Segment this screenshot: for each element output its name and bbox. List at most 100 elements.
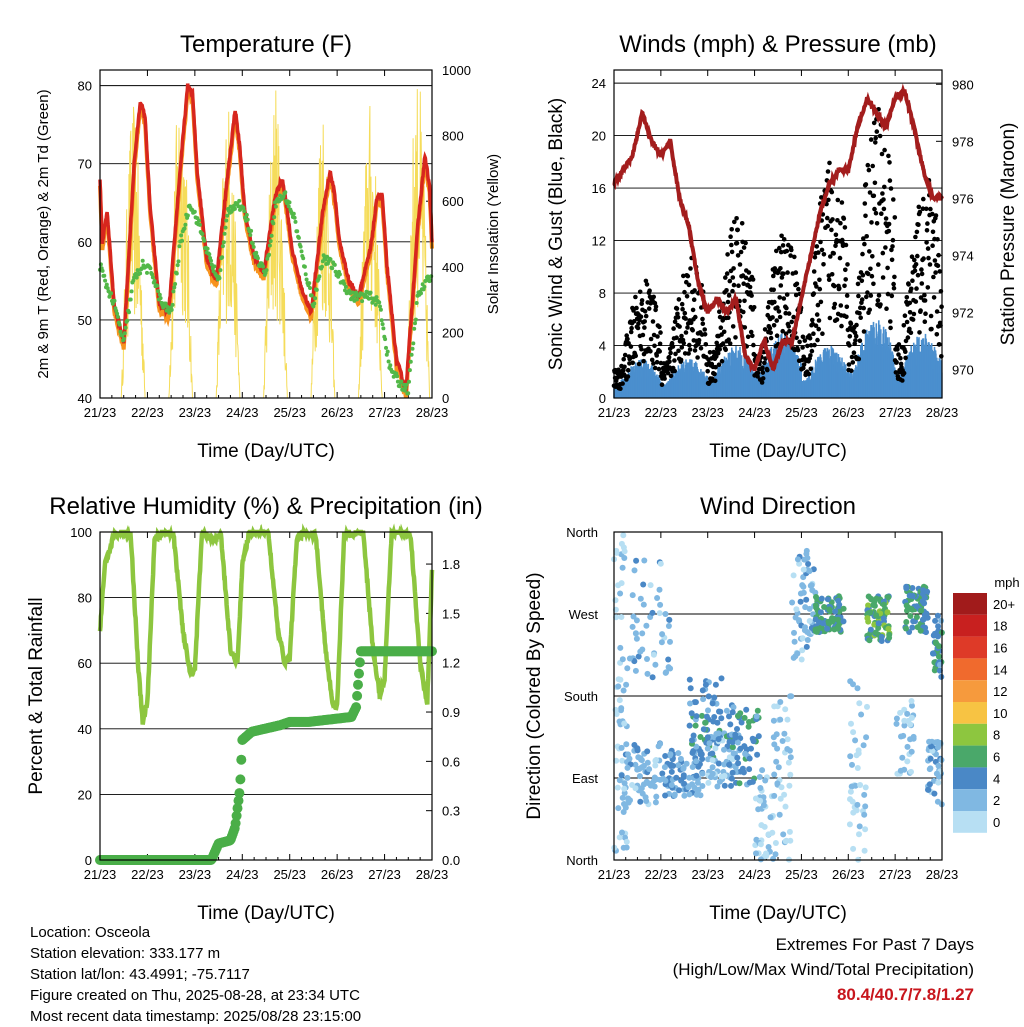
gust-point (885, 291, 891, 297)
y2-tick-label-solar: 0 (442, 391, 449, 406)
gust-points (611, 107, 944, 392)
gust-point (873, 135, 878, 141)
dewpoint-point (298, 244, 303, 249)
y2-tick-label-solar: 600 (442, 194, 464, 209)
gust-point (636, 361, 642, 367)
gust-point (870, 163, 875, 169)
direction-point (908, 748, 915, 755)
dewpoint-point (272, 215, 277, 220)
y2-tick-label-pressure: 978 (952, 134, 974, 149)
direction-point (620, 532, 627, 539)
gust-point (654, 359, 660, 365)
direction-point (665, 656, 672, 663)
gust-point (816, 326, 821, 332)
gust-point (672, 319, 678, 325)
dewpoint-point (197, 222, 202, 227)
y2-tick-label-solar: 200 (442, 325, 464, 340)
gust-point (741, 245, 747, 250)
gust-point (768, 335, 774, 341)
gust-point (918, 295, 924, 300)
direction-point (904, 743, 911, 750)
direction-point (644, 748, 651, 755)
gust-point (817, 286, 823, 292)
dewpoint-point (170, 302, 175, 307)
direction-point (824, 596, 831, 603)
gust-point (781, 237, 787, 242)
gust-point (844, 293, 850, 298)
gust-point (730, 275, 736, 280)
gust-point (812, 254, 818, 260)
direction-point (624, 774, 631, 781)
direction-point (621, 801, 627, 807)
gust-point (728, 234, 733, 239)
gust-point (724, 271, 730, 276)
y-tick-label-dir: West (569, 607, 599, 622)
direction-point (862, 826, 869, 833)
gust-point (762, 360, 767, 366)
direction-point (762, 777, 769, 784)
gust-point (919, 271, 925, 277)
gust-point (831, 305, 837, 310)
dewpoint-point (185, 213, 190, 218)
direction-point (913, 614, 920, 621)
direction-point (824, 625, 831, 632)
direction-point (661, 764, 668, 771)
direction-point (705, 693, 712, 700)
gust-point (926, 255, 931, 261)
dewpoint-point (273, 204, 278, 209)
gust-point (644, 282, 650, 287)
direction-point (759, 767, 766, 774)
direction-point (617, 644, 624, 651)
direction-point (711, 694, 718, 701)
direction-point (687, 685, 694, 692)
gust-point (717, 347, 722, 352)
direction-point (671, 792, 678, 799)
plot-border (99, 531, 433, 861)
dewpoint-point (180, 238, 184, 243)
direction-point (800, 566, 807, 573)
dewpoint-point (212, 264, 217, 269)
direction-point (787, 837, 794, 844)
gust-point (865, 271, 871, 277)
direction-point (699, 783, 706, 789)
direction-point (909, 624, 916, 631)
dewpoint-point (303, 272, 308, 277)
gust-point (930, 229, 936, 235)
gust-point (851, 350, 857, 356)
gust-point (867, 307, 872, 313)
direction-point (649, 674, 656, 681)
direction-point (728, 775, 735, 782)
latlon-text: Station lat/lon: 43.4991; -75.7117 (30, 966, 250, 983)
gust-point (832, 283, 837, 289)
x-tick-label: 24/23 (738, 867, 771, 882)
gust-point (679, 333, 684, 339)
direction-point (787, 771, 794, 778)
dewpoint-point (100, 268, 105, 273)
gust-point (736, 283, 741, 289)
legend-label: 10 (993, 706, 1007, 721)
gust-point (825, 215, 830, 221)
direction-point (689, 764, 696, 770)
gust-point (845, 262, 850, 267)
direction-point (918, 607, 924, 614)
gust-point (863, 213, 868, 219)
x-tick-label: 21/23 (598, 867, 631, 882)
dewpoint-point (295, 229, 300, 234)
direction-point (643, 622, 650, 629)
y-tick-label-rh: 20 (78, 787, 92, 802)
direction-point (709, 700, 716, 707)
direction-point (802, 604, 809, 611)
direction-point (885, 594, 892, 601)
gust-point (727, 278, 733, 284)
direction-point (829, 618, 836, 625)
gust-point (871, 120, 877, 126)
gust-point (833, 243, 838, 249)
x-tick-label: 26/23 (832, 867, 865, 882)
direction-point (913, 603, 920, 610)
dewpoint-point (158, 296, 163, 301)
gust-point (762, 327, 768, 332)
direction-point (789, 599, 796, 606)
gust-point (871, 193, 877, 199)
y-tick-label-dir: North (566, 853, 598, 868)
direction-point (899, 754, 906, 761)
